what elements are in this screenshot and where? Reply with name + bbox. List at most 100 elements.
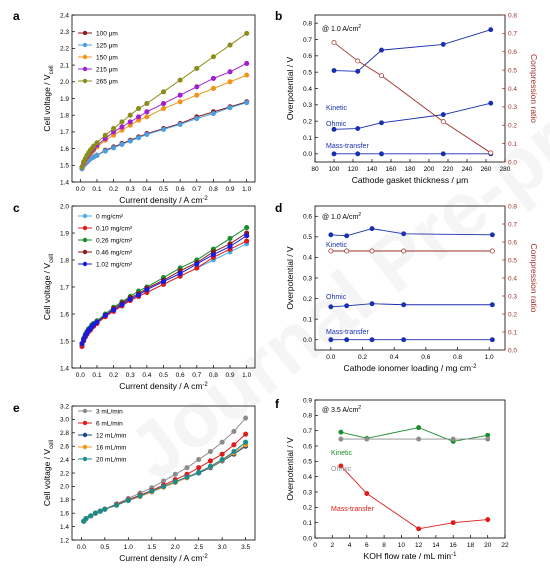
y2-tick-label-b: 0.1: [508, 141, 517, 148]
y-tick-label-f: 0.7: [303, 428, 312, 435]
data-point-e-4: [114, 502, 120, 508]
data-point-a-1: [144, 131, 150, 137]
x-axis-label-e: Current density / A cm-2: [119, 553, 208, 563]
legend-label-c: 1.02 mg/cm²: [96, 261, 133, 268]
y2-tick-label-d: 0.2: [508, 311, 517, 318]
x-tick-label-f: 20: [484, 542, 492, 549]
data-point-a-1: [135, 135, 142, 141]
data-point-b-1: [355, 126, 361, 131]
data-point-c-4: [119, 301, 125, 308]
y-tick-label-e: 3.0: [60, 417, 69, 424]
data-point-b-0: [355, 68, 361, 74]
series-label-b-2: Mass-transfer: [326, 143, 369, 150]
data-point-e-4: [137, 493, 143, 499]
y-tick-label-d: 0.3: [303, 275, 312, 282]
panel-f: f 0 2 4 6 8 10 12 14 16 18 20 22 0.0 0.1 0.2 0.3 0.4 0.5 0.…: [275, 397, 509, 561]
x-tick-label-e: 1.5: [147, 544, 156, 551]
x-tick-label-c: 0.1: [92, 372, 101, 379]
x-tick-label-f: 8: [382, 542, 386, 549]
legend-marker-e: [82, 420, 88, 426]
y-tick-label-b: 0.0: [303, 151, 312, 158]
x-tick-label-a: 0.3: [126, 186, 135, 193]
data-point-a-1: [111, 145, 117, 151]
y-axis-label-b: Overpotential / V: [285, 57, 295, 121]
data-point-b-2: [331, 151, 337, 157]
legend-marker-c: [82, 249, 88, 255]
x-tick-label-f: 6: [365, 542, 369, 549]
x-tick-label-e: 2.5: [194, 544, 203, 551]
data-point-c-4: [210, 252, 216, 258]
y-tick-label-a: 2.2: [60, 46, 69, 53]
data-point-e-4: [92, 510, 99, 516]
panel-a: a 0.0 0.1 0.2 0.3 0.4 0.5 0.6 0.7 0.8 0.9 1.0 1.4 1.5…: [13, 9, 256, 205]
y2-axis-label-d: Compression ratio: [529, 244, 539, 313]
y-tick-label-e: 3.2: [60, 403, 69, 410]
legend-marker-c: [82, 225, 88, 231]
y-axis-label-c: Cell voltage / Vcell: [42, 254, 55, 320]
x-tick-label-e: 0.5: [100, 544, 109, 551]
legend-marker-c: [82, 261, 88, 267]
data-point-a-1: [194, 115, 200, 122]
legend-label-a: 265 μm: [96, 78, 118, 85]
data-point-e-4: [231, 449, 237, 455]
data-point-a-1: [210, 110, 216, 117]
data-point-a-4: [102, 132, 108, 138]
y-axis-label-text: Overpotential / V: [285, 57, 295, 121]
y-axis-label-sub: cell: [49, 440, 55, 449]
data-point-e-0: [196, 457, 202, 463]
data-point-a-1: [94, 152, 100, 158]
data-point-a-3: [119, 124, 125, 130]
x-tick-label-b: 160: [386, 166, 397, 173]
data-point-a-4: [244, 30, 250, 36]
data-point-e-4: [88, 513, 94, 519]
data-point-e-1: [196, 465, 202, 471]
data-point-d-0: [369, 226, 375, 232]
x-axis-label-c: Current density / A cm-2: [119, 381, 208, 391]
y-tick-label-f: 0.9: [303, 397, 312, 404]
x-tick-label-c: 0.6: [176, 372, 185, 379]
x-axis-label-text: Current density / A cm: [119, 553, 202, 563]
y-tick-label-a: 2.0: [60, 79, 69, 86]
x-tick-label-d: 1.0: [485, 354, 494, 361]
y-tick-label-c: 1.4: [60, 365, 69, 372]
data-point-f-0: [416, 425, 422, 431]
data-point-a-3: [144, 109, 150, 115]
y-tick-label-c: 1.8: [60, 257, 69, 264]
data-point-a-4: [127, 112, 133, 118]
x-tick-label-e: 1.0: [124, 544, 133, 551]
x-tick-label-c: 0.4: [142, 372, 151, 379]
y-tick-label-e: 2.6: [60, 444, 69, 451]
data-point-c-4: [94, 319, 100, 325]
legend-marker-a: [82, 54, 88, 60]
x-tick-label-e: 3.5: [241, 544, 250, 551]
data-point-a-1: [177, 121, 183, 127]
y-tick-label-c: 1.9: [60, 230, 69, 237]
x-tick-label-b: 240: [462, 166, 473, 173]
data-point-d-0: [328, 232, 334, 238]
data-point-f-1: [338, 436, 344, 442]
y-tick-label-e: 2.2: [60, 470, 69, 477]
y-tick-label-e: 1.4: [60, 524, 69, 531]
y-tick-label-c: 2.0: [60, 203, 69, 210]
data-point-a-3: [210, 75, 216, 82]
data-point-a-3: [127, 119, 133, 125]
y2-tick-label-d: 0.6: [508, 239, 517, 246]
data-point-c-4: [135, 292, 142, 298]
data-point-d-3: [489, 248, 495, 254]
y-tick-label-e: 1.6: [60, 511, 69, 518]
series-label-f-2: Mass-transfer: [331, 506, 374, 513]
y-axis-label-sub: cell: [49, 254, 55, 263]
y-tick-label-d: 0.6: [303, 214, 312, 221]
x-axis-label-a: Current density / A cm-2: [119, 195, 208, 205]
series-line-c-0: [81, 243, 247, 347]
data-point-a-1: [119, 141, 125, 147]
data-point-b-3: [355, 58, 361, 64]
series-line-d-1: [330, 303, 493, 308]
y2-tick-label-d: 0.5: [508, 257, 517, 264]
y-axis-label-text: Cell voltage / V: [42, 263, 52, 320]
data-point-b-0: [331, 68, 337, 73]
data-point-b-3: [440, 119, 446, 125]
x-tick-label-f: 2: [330, 542, 334, 549]
legend-label-e: 16 mL/min: [96, 444, 127, 451]
data-point-a-2: [227, 79, 233, 85]
